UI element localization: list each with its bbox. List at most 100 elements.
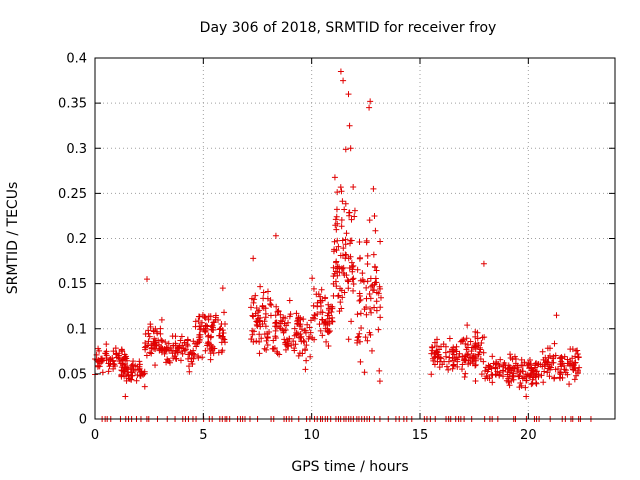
- data-point: [431, 339, 438, 346]
- data-point: [280, 329, 287, 336]
- data-point: [112, 345, 119, 352]
- data-point: [168, 347, 175, 354]
- data-point: [272, 327, 279, 334]
- data-point: [532, 374, 539, 381]
- data-point: [356, 238, 363, 245]
- data-point: [202, 326, 209, 333]
- data-point: [528, 381, 535, 388]
- data-point: [463, 335, 470, 342]
- data-point: [184, 342, 191, 349]
- data-point: [561, 362, 568, 369]
- data-point: [110, 348, 117, 355]
- data-point: [332, 268, 339, 275]
- data-point: [517, 380, 524, 387]
- chart-title: Day 306 of 2018, SRMTID for receiver fro…: [200, 20, 497, 36]
- data-point: [147, 349, 154, 356]
- data-point: [369, 287, 376, 294]
- data-point: [219, 333, 226, 340]
- data-point: [274, 350, 281, 357]
- x-tick-label: 5: [199, 428, 207, 443]
- data-point: [496, 362, 503, 369]
- data-point: [141, 344, 148, 351]
- data-point: [303, 357, 310, 364]
- data-point: [264, 341, 271, 348]
- data-point: [573, 372, 580, 379]
- data-point: [458, 366, 465, 373]
- data-point: [357, 358, 364, 365]
- data-point: [372, 227, 379, 234]
- data-point: [368, 309, 375, 316]
- data-point: [141, 383, 148, 390]
- data-point: [284, 338, 291, 345]
- data-point: [264, 295, 271, 302]
- data-point: [275, 307, 282, 314]
- data-point: [147, 323, 154, 330]
- data-point: [272, 319, 279, 326]
- data-point: [546, 373, 553, 380]
- data-point: [346, 209, 353, 216]
- data-point: [357, 338, 364, 345]
- data-point: [295, 352, 302, 359]
- data-point: [472, 378, 479, 385]
- data-point: [249, 312, 256, 319]
- data-point: [329, 318, 336, 325]
- data-point: [351, 207, 358, 214]
- data-point: [103, 348, 110, 355]
- data-point: [551, 375, 558, 382]
- data-point: [331, 246, 338, 253]
- data-point: [371, 304, 378, 311]
- data-point: [181, 339, 188, 346]
- data-point: [525, 360, 532, 367]
- data-point: [428, 344, 435, 351]
- data-point: [337, 285, 344, 292]
- data-point: [258, 335, 265, 342]
- data-point: [220, 329, 227, 336]
- data-point: [454, 363, 461, 370]
- data-point: [363, 239, 370, 246]
- data-point: [338, 188, 345, 195]
- data-point: [337, 299, 344, 306]
- data-point: [290, 338, 297, 345]
- data-point: [269, 345, 276, 352]
- data-point: [489, 379, 496, 386]
- data-point: [336, 269, 343, 276]
- data-point: [551, 340, 558, 347]
- data-point: [127, 369, 134, 376]
- data-point: [96, 363, 103, 370]
- data-point: [431, 361, 438, 368]
- data-point: [339, 198, 346, 205]
- data-point: [281, 336, 288, 343]
- data-point: [98, 358, 105, 365]
- data-point: [145, 338, 152, 345]
- data-point: [99, 369, 106, 376]
- data-point: [113, 354, 120, 361]
- data-point: [118, 372, 125, 379]
- data-point: [177, 337, 184, 344]
- data-point: [196, 313, 203, 320]
- data-point: [285, 319, 292, 326]
- data-point: [497, 356, 504, 363]
- data-point: [478, 371, 485, 378]
- data-point: [249, 331, 256, 338]
- data-point: [373, 307, 380, 314]
- data-point: [357, 254, 364, 261]
- data-point: [472, 361, 479, 368]
- data-points: [92, 68, 594, 422]
- data-point: [255, 308, 262, 315]
- data-point: [188, 350, 195, 357]
- data-point: [357, 296, 364, 303]
- data-point: [371, 263, 378, 270]
- data-point: [312, 312, 319, 319]
- data-point: [519, 375, 526, 382]
- data-point: [259, 303, 266, 310]
- data-point: [461, 353, 468, 360]
- data-point: [345, 255, 352, 262]
- data-point: [339, 265, 346, 272]
- data-point: [161, 350, 168, 357]
- data-point: [364, 337, 371, 344]
- data-point: [195, 317, 202, 324]
- data-point: [461, 373, 468, 380]
- y-tick-label: 0.05: [58, 367, 87, 382]
- data-point: [319, 297, 326, 304]
- data-point: [367, 331, 374, 338]
